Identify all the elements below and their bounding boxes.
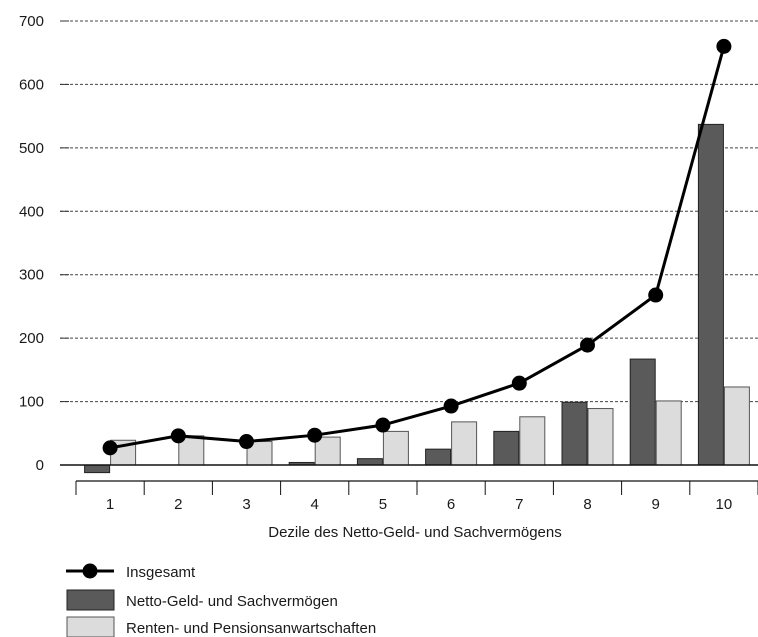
total-point-decile-8 [580,337,595,353]
bar-netto-decile-1 [84,464,111,474]
x-axis: 1 2 3 4 5 6 7 8 9 10 [75,480,758,513]
total-point-decile-7 [511,375,527,391]
legend-label-renten: Renten- und Pensionsanwartschaften [126,620,376,637]
total-point-decile-10 [716,38,732,54]
y-tick-label: 200 [19,330,44,347]
total-point-decile-5 [375,417,391,433]
bar-netto-decile-8 [561,401,588,466]
gridlines [60,20,758,403]
x-axis-title: Dezile des Netto-Geld- und Sachvermögens [268,524,561,541]
y-tick-label: 700 [19,13,44,30]
y-tick-label: 600 [19,76,44,93]
total-point-decile-2 [170,428,186,444]
bar-renten-decile-4 [314,436,341,466]
bar-renten-decile-9 [655,400,682,466]
total-point-decile-4 [307,427,323,443]
x-tick-label: 8 [583,496,591,513]
bar-netto-decile-5 [356,458,383,466]
legend-label-netto: Netto-Geld- und Sachvermögen [126,593,338,610]
bar-netto-decile-9 [629,358,656,466]
x-tick-label: 2 [174,496,182,513]
x-tick-label: 9 [652,496,660,513]
legend-swatch-netto [66,589,115,611]
y-axis: 0 100 200 300 400 500 600 700 [19,13,69,474]
total-point-decile-6 [443,398,459,414]
bar-renten-decile-5 [382,430,409,466]
x-tick-label: 6 [447,496,455,513]
total-point-decile-9 [648,287,664,303]
bar-renten-decile-7 [519,416,546,466]
x-tick-label: 5 [379,496,387,513]
y-tick-label: 500 [19,140,44,157]
total-line [102,38,732,456]
legend: Insgesamt Netto-Geld- und Sachvermögen Ren… [66,563,376,637]
total-point-decile-3 [239,434,254,450]
bars [60,123,758,474]
y-tick-label: 400 [19,203,44,220]
bar-renten-decile-6 [451,421,478,466]
legend-swatch-renten [66,616,115,637]
x-tick-label: 3 [242,496,250,513]
bar-netto-decile-7 [493,430,520,466]
bar-renten-decile-8 [587,408,614,466]
y-tick-label: 300 [19,267,44,284]
x-tick-label: 1 [106,496,114,513]
bar-netto-decile-6 [425,448,452,466]
total-line-path [109,45,726,450]
total-point-decile-1 [102,440,118,456]
x-tick-label: 4 [311,496,319,513]
bar-renten-decile-10 [723,386,750,466]
bar-netto-decile-10 [697,123,724,466]
x-tick-label: 7 [515,496,523,513]
legend-line-marker [82,563,98,579]
x-tick-label: 10 [716,496,733,513]
y-tick-label: 0 [36,457,44,474]
legend-label-insgesamt: Insgesamt [126,564,196,581]
y-tick-label: 100 [19,394,44,411]
